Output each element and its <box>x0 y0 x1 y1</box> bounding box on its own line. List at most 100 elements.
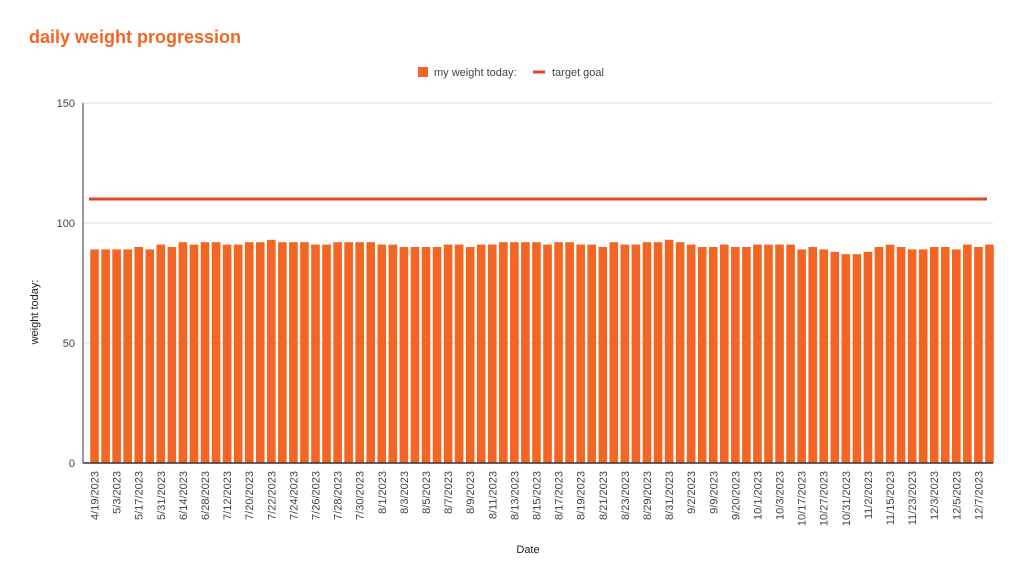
bar <box>266 239 276 463</box>
bar <box>123 249 132 463</box>
bar <box>499 242 508 463</box>
bar <box>410 247 420 463</box>
x-tick-label: 12/7/2023 <box>973 471 985 520</box>
x-tick-label: 10/3/2023 <box>775 471 787 520</box>
x-tick-label: 8/9/2023 <box>465 471 477 514</box>
x-tick-label: 8/1/2023 <box>377 471 389 514</box>
bar <box>764 244 773 463</box>
bar <box>620 244 630 463</box>
bar <box>808 247 818 463</box>
bar <box>543 244 552 463</box>
x-tick-label: 8/13/2023 <box>509 471 521 520</box>
bar <box>576 244 585 463</box>
bar-series <box>90 239 994 463</box>
bar <box>322 244 331 463</box>
x-tick-label: 9/2/2023 <box>686 471 698 514</box>
bar <box>907 249 917 463</box>
bar <box>874 247 884 463</box>
bar <box>300 242 309 463</box>
bar <box>432 247 442 463</box>
x-tick-label: 8/17/2023 <box>554 471 566 520</box>
bar <box>388 244 398 463</box>
x-tick-label: 7/30/2023 <box>355 471 367 520</box>
bar <box>819 249 829 463</box>
bar <box>377 244 387 463</box>
x-tick-label: 12/3/2023 <box>929 471 941 520</box>
legend-swatch-weight <box>418 67 428 77</box>
bar <box>731 247 740 463</box>
bar <box>476 244 486 463</box>
x-tick-label: 8/29/2023 <box>642 471 654 520</box>
x-tick-label: 4/19/2023 <box>90 471 102 520</box>
bar <box>344 242 353 463</box>
bar <box>940 247 950 463</box>
x-tick-label: 8/21/2023 <box>598 471 610 520</box>
bar <box>465 247 475 463</box>
x-tick-label: 10/1/2023 <box>752 471 764 520</box>
bar <box>598 247 608 463</box>
bar <box>719 244 729 463</box>
x-tick-label: 11/15/2023 <box>885 471 897 525</box>
bar <box>686 244 696 463</box>
bar <box>565 242 574 463</box>
chart-title: daily weight progression <box>29 27 242 47</box>
bar <box>289 242 298 463</box>
x-tick-label: 11/2/2023 <box>863 471 875 519</box>
bar <box>112 249 121 463</box>
bar <box>797 249 806 463</box>
bar <box>675 242 685 463</box>
legend: my weight today: target goal <box>418 67 604 79</box>
x-tick-labels: 4/19/2023 5/3/2023 5/17/2023 5/31/2023 6/14/… <box>90 471 986 526</box>
bar <box>311 244 320 463</box>
x-tick-label: 7/24/2023 <box>288 471 300 520</box>
bar <box>631 244 641 463</box>
bar <box>753 244 762 463</box>
x-tick-label: 10/17/2023 <box>797 471 809 526</box>
bar <box>200 242 210 463</box>
x-tick-label: 7/28/2023 <box>333 471 345 520</box>
x-tick-label: 8/15/2023 <box>531 471 543 520</box>
x-tick-label: 6/28/2023 <box>200 471 212 520</box>
bar <box>521 242 530 463</box>
x-tick-label: 8/3/2023 <box>399 471 411 514</box>
x-tick-label: 9/20/2023 <box>730 471 742 520</box>
legend-label-weight: my weight today: <box>434 67 517 79</box>
bar <box>653 242 663 463</box>
x-tick-label: 8/11/2023 <box>487 471 499 519</box>
bar <box>333 242 342 463</box>
x-tick-label: 8/23/2023 <box>620 471 632 520</box>
bar <box>510 242 519 463</box>
bar <box>366 242 376 463</box>
x-tick-label: 9/9/2023 <box>708 471 720 514</box>
y-tick-label: 0 <box>69 458 75 470</box>
bar <box>664 239 674 463</box>
bar <box>134 247 144 463</box>
y-tick-label: 100 <box>57 218 75 230</box>
bar <box>255 242 265 463</box>
y-axis-title: weight today: <box>29 280 41 346</box>
bar <box>841 254 851 463</box>
bar <box>830 251 840 463</box>
bar <box>775 244 784 463</box>
bar <box>244 242 254 463</box>
bar <box>985 244 994 463</box>
x-tick-label: 7/22/2023 <box>266 471 278 520</box>
bar <box>222 244 232 463</box>
bar <box>355 242 365 463</box>
x-tick-label: 5/17/2023 <box>134 471 146 520</box>
y-tick-label: 150 <box>57 98 75 110</box>
bar <box>211 242 221 463</box>
bar <box>863 251 873 463</box>
bar <box>101 249 110 463</box>
x-axis-title: Date <box>516 544 539 556</box>
bar <box>156 244 166 463</box>
bar <box>587 244 597 463</box>
bar <box>454 244 464 463</box>
bar <box>421 247 431 463</box>
bar <box>90 249 99 463</box>
bar <box>918 249 928 463</box>
x-tick-label: 8/5/2023 <box>421 471 433 514</box>
x-tick-label: 7/20/2023 <box>244 471 256 520</box>
x-tick-label: 11/23/2023 <box>907 471 919 525</box>
